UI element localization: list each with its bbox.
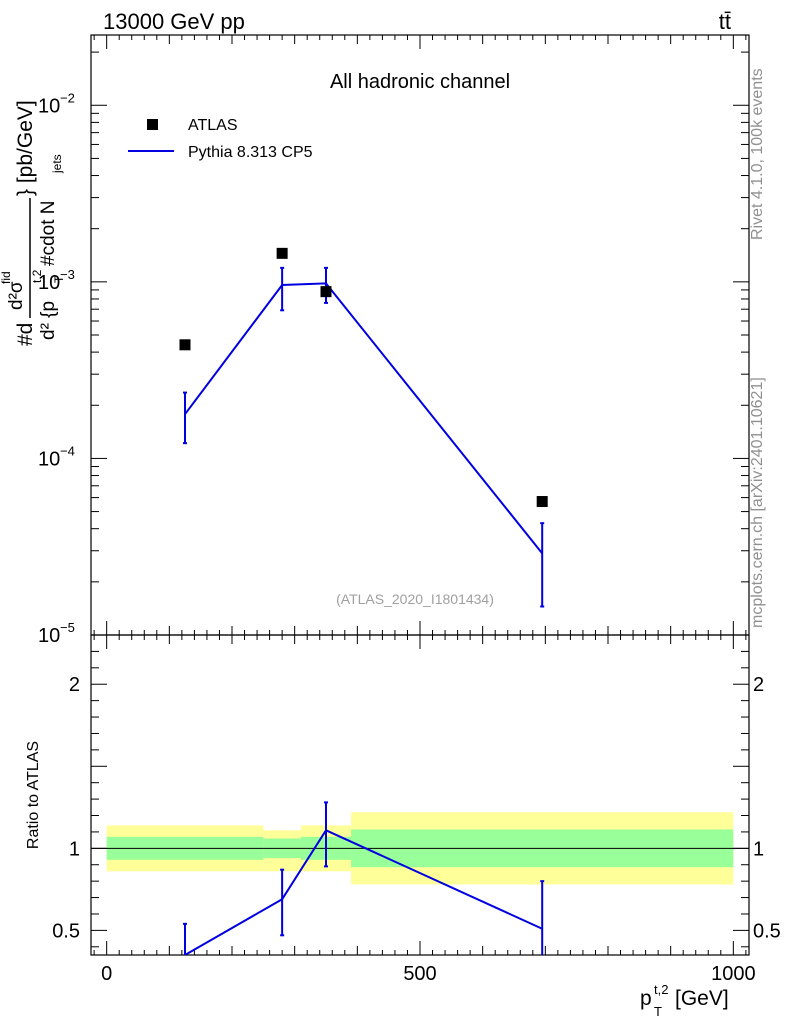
atlas-data-point <box>320 286 332 298</box>
pythia-line <box>184 282 543 554</box>
ylabel-denominator-sub: T <box>52 275 66 283</box>
ratio-y-tick-label-right: 0.5 <box>753 920 781 942</box>
atlas-data-point <box>536 496 548 508</box>
x-tick-label: 1000 <box>711 963 756 985</box>
ylabel-suffix: } [pb/GeV] <box>14 100 37 196</box>
ratio-y-tick-label-right: 2 <box>753 674 764 696</box>
ratio-plot-frame <box>90 634 750 956</box>
ylabel-denominator-tail-sub: jets <box>50 154 64 174</box>
ylabel-prefix: #d <box>14 323 37 346</box>
ratio-ylabel: Ratio to ATLAS <box>25 741 42 849</box>
ratio-y-tick-label: 0.5 <box>52 920 80 942</box>
x-title-unit: [GeV] <box>675 987 729 1010</box>
ratio-y-tick-label: 2 <box>69 674 80 696</box>
ylabel-denominator-tail: #cdot N <box>38 201 59 266</box>
analysis-watermark: (ATLAS_2020_I1801434) <box>336 591 494 607</box>
ratio-y-tick-label-right: 1 <box>753 838 764 860</box>
y-tick-base: 10 <box>38 448 60 470</box>
legend-pythia-label: Pythia 8.313 CP5 <box>188 144 313 161</box>
x-title-sub: T <box>654 1004 662 1019</box>
mcplots-label: mcplots.cern.ch [arXiv:2401.10621] <box>749 377 766 628</box>
main-y-tick-label: 10 −2 <box>38 90 75 117</box>
process-label: tt̄ <box>719 9 731 34</box>
ratio-pythia-line <box>184 829 543 955</box>
x-title-sup: t,2 <box>654 982 668 997</box>
y-tick-exponent: −4 <box>60 443 75 458</box>
x-title-p: p <box>640 987 652 1010</box>
legend-atlas-label: ATLAS <box>188 117 238 134</box>
ylabel-denominator: d² {p <box>38 301 59 340</box>
ylabel-numerator-sup: fid <box>0 271 13 284</box>
y-tick-exponent: −5 <box>60 620 75 635</box>
ylabel-numerator: d²σ <box>6 281 27 310</box>
y-tick-base: 10 <box>38 625 60 647</box>
main-chart-title: All hadronic channel <box>330 71 510 93</box>
energy-label: 13000 GeV pp <box>103 9 245 34</box>
main-y-tick-label: 10 −3 <box>38 267 75 294</box>
y-tick-exponent: −2 <box>60 90 75 105</box>
y-tick-base: 10 <box>38 272 60 294</box>
main-y-tick-label: 10 −4 <box>38 443 75 470</box>
x-axis-title: p T t,2 [GeV] <box>640 982 729 1019</box>
main-ylabel: #d d²σ fid d² {p T t,2 #cdot N jets } [p… <box>0 100 66 346</box>
atlas-data-point <box>276 247 288 259</box>
atlas-data-point <box>179 339 191 351</box>
main-y-tick-label: 10 −5 <box>38 620 75 647</box>
ratio-series-group <box>183 801 545 955</box>
x-tick-label: 500 <box>403 963 436 985</box>
y-tick-base: 10 <box>38 95 60 117</box>
y-tick-exponent: −3 <box>60 267 75 282</box>
x-tick-label: 0 <box>101 963 112 985</box>
ratio-y-tick-label: 1 <box>69 838 80 860</box>
ylabel-denominator-sup: t,2 <box>30 269 44 283</box>
rivet-label: Rivet 4.1.0, 100k events <box>749 68 766 240</box>
legend-atlas-marker <box>147 119 158 130</box>
